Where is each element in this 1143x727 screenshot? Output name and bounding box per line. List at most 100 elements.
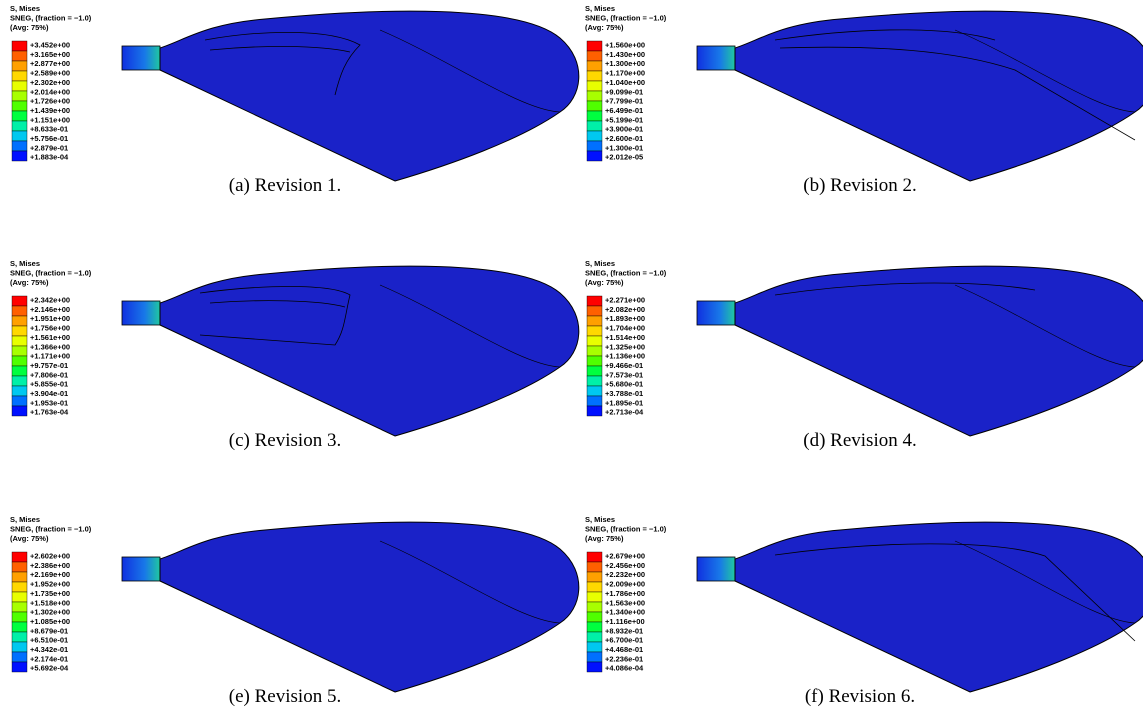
legend-label: +1.366e+00 [30, 342, 70, 351]
legend-label: +6.700e-01 [605, 636, 643, 645]
legend-swatch [586, 325, 603, 337]
legend-label: +1.170e+00 [605, 69, 645, 78]
legend-label: +6.510e-01 [30, 636, 68, 645]
wing-rib [204, 31, 361, 96]
legend-swatch [586, 120, 603, 132]
legend-label: +7.806e-01 [30, 370, 68, 379]
caption: (e) Revision 5. [229, 686, 341, 707]
legend-swatch [586, 611, 603, 623]
legend-swatch [586, 621, 603, 633]
legend-swatch [11, 150, 28, 162]
legend-swatch [586, 661, 603, 673]
wing-spar [954, 540, 1136, 624]
caption: (d) Revision 4. [803, 430, 916, 451]
legend-label: +1.300e-01 [605, 143, 643, 152]
legend-swatch [11, 375, 28, 387]
legend-label: +1.786e+00 [605, 589, 645, 598]
legend-swatch [11, 305, 28, 317]
legend-label: +4.342e-01 [30, 645, 68, 654]
legend-swatch [11, 70, 28, 82]
legend-label: +2.232e+00 [605, 570, 645, 579]
legend-label: +1.040e+00 [605, 78, 645, 87]
legend-label: +1.563e+00 [605, 598, 645, 607]
legend-swatch [11, 315, 28, 327]
legend-label: +1.171e+00 [30, 352, 70, 361]
legend-label: +2.679e+00 [605, 552, 645, 561]
legend-swatch [11, 80, 28, 92]
legend-swatch [11, 611, 28, 623]
legend-header: SNEG, (fraction = −1.0) [585, 269, 667, 278]
wing-root [121, 300, 161, 326]
legend-header: (Avg: 75%) [10, 278, 49, 287]
legend-swatch [586, 335, 603, 347]
wing [159, 10, 580, 182]
legend-header: S, Mises [10, 259, 40, 268]
legend-label: +8.633e-01 [30, 125, 68, 134]
legend-swatch [586, 581, 603, 593]
legend-label: +2.602e+00 [30, 552, 70, 561]
wing-root [696, 45, 736, 71]
wing [734, 10, 1143, 182]
legend-swatch [11, 345, 28, 357]
legend-label: +8.932e-01 [605, 626, 643, 635]
wing [159, 521, 580, 693]
legend-label: +3.452e+00 [30, 41, 70, 50]
legend-swatch [586, 130, 603, 142]
legend-swatch [11, 100, 28, 112]
legend-swatch [586, 110, 603, 122]
legend-swatch [586, 140, 603, 152]
wing-root [696, 300, 736, 326]
legend-label: +4.086e-04 [605, 664, 644, 673]
legend-swatch [11, 581, 28, 593]
legend-swatch [11, 325, 28, 337]
legend-swatch [11, 571, 28, 583]
legend-swatch [11, 50, 28, 62]
legend-swatch [586, 405, 603, 417]
legend-label: +7.799e-01 [605, 97, 643, 106]
legend-header: (Avg: 75%) [585, 278, 624, 287]
legend-swatch [586, 90, 603, 102]
legend-swatch [586, 345, 603, 357]
legend-label: +2.879e-01 [30, 143, 68, 152]
wing-root [121, 556, 161, 582]
legend-swatch [586, 100, 603, 112]
legend-label: +1.763e-04 [30, 408, 69, 417]
legend-swatch [586, 601, 603, 613]
wing-spar [379, 284, 561, 368]
legend-swatch [586, 651, 603, 663]
legend-label: +1.518e+00 [30, 598, 70, 607]
legend-label: +2.236e-01 [605, 654, 643, 663]
legend-label: +1.302e+00 [30, 608, 70, 617]
legend-label: +2.877e+00 [30, 59, 70, 68]
wing [734, 265, 1143, 437]
legend-header: SNEG, (fraction = −1.0) [585, 14, 667, 23]
legend-label: +2.342e+00 [30, 296, 70, 305]
legend-label: +5.692e-04 [30, 664, 69, 673]
legend-header: S, Mises [585, 4, 615, 13]
legend-swatch [11, 591, 28, 603]
legend-swatch [586, 355, 603, 367]
legend-swatch [11, 295, 28, 307]
legend-header: (Avg: 75%) [10, 534, 49, 543]
legend-swatch [11, 641, 28, 653]
legend-swatch [11, 335, 28, 347]
legend-label: +2.014e+00 [30, 87, 70, 96]
legend-label: +9.466e-01 [605, 361, 643, 370]
legend-label: +1.895e-01 [605, 398, 643, 407]
wing-spar [379, 540, 561, 624]
caption: (c) Revision 3. [229, 430, 341, 451]
legend-swatch [586, 561, 603, 573]
legend-swatch [586, 305, 603, 317]
legend-label: +2.271e+00 [605, 296, 645, 305]
legend-label: +1.726e+00 [30, 97, 70, 106]
legend-swatch [11, 385, 28, 397]
legend-swatch [11, 561, 28, 573]
legend-label: +5.680e-01 [605, 380, 643, 389]
legend-label: +1.136e+00 [605, 352, 645, 361]
caption: (f) Revision 6. [805, 686, 915, 707]
legend-label: +2.456e+00 [605, 561, 645, 570]
